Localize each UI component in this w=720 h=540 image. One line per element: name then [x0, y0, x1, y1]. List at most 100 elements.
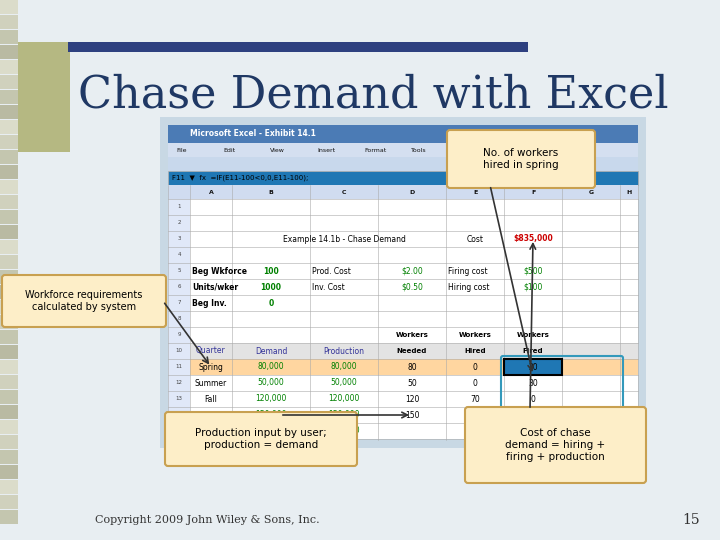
Text: F11  ▼  fx  =IF(E11-100<0,0,E11-100);: F11 ▼ fx =IF(E11-100<0,0,E11-100); [172, 175, 308, 181]
Text: No. of workers
hired in spring: No. of workers hired in spring [483, 148, 559, 170]
Bar [0, 165, 18, 179]
Bar [168, 343, 190, 359]
Text: Hiring cost: Hiring cost [448, 282, 490, 292]
Text: Units/wker: Units/wker [192, 282, 238, 292]
Bar [168, 199, 638, 439]
Bar [0, 375, 18, 389]
Text: 14: 14 [176, 413, 182, 417]
Text: Cost: Cost [467, 234, 484, 244]
Text: 11: 11 [176, 364, 182, 369]
Text: Winter: Winter [198, 410, 224, 420]
Text: 400,000: 400,000 [255, 427, 287, 435]
Bar [168, 295, 190, 311]
Bar [168, 423, 190, 439]
Bar [168, 199, 190, 215]
Bar [0, 225, 18, 239]
Text: Copyright 2009 John Wiley & Sons, Inc.: Copyright 2009 John Wiley & Sons, Inc. [95, 515, 320, 525]
Text: E: E [473, 190, 477, 194]
Bar [0, 300, 18, 314]
Bar [0, 270, 18, 284]
Bar [168, 143, 638, 157]
Bar [168, 171, 638, 185]
Bar [0, 255, 18, 269]
Text: Needed: Needed [397, 348, 427, 354]
Bar [0, 510, 18, 524]
Bar [190, 359, 638, 375]
Text: 0: 0 [269, 299, 274, 307]
Text: 50,000: 50,000 [330, 379, 357, 388]
Text: Example 14.1b - Chase Demand: Example 14.1b - Chase Demand [282, 234, 405, 244]
Text: 80: 80 [408, 362, 417, 372]
Text: 15: 15 [176, 429, 182, 434]
Bar [168, 231, 190, 247]
Text: Inv. Cost: Inv. Cost [312, 282, 345, 292]
Text: 4: 4 [177, 253, 181, 258]
Text: 100: 100 [468, 427, 482, 435]
Text: Chase Demand with Excel: Chase Demand with Excel [78, 73, 669, 117]
Text: 120,000: 120,000 [328, 395, 360, 403]
Text: $835,000: $835,000 [513, 234, 553, 244]
Text: Firing cost: Firing cost [448, 267, 487, 275]
Text: 10: 10 [176, 348, 182, 354]
Text: 9: 9 [177, 333, 181, 338]
Bar [0, 405, 18, 419]
Text: 30: 30 [470, 410, 480, 420]
Bar [0, 60, 18, 74]
Bar [168, 327, 190, 343]
Text: Fired: Fired [523, 348, 544, 354]
Text: 50,000: 50,000 [258, 379, 284, 388]
Bar [0, 240, 18, 254]
Text: $500: $500 [523, 267, 543, 275]
Text: Workforce requirements
calculated by system: Workforce requirements calculated by sys… [25, 290, 143, 312]
Text: 50: 50 [407, 379, 417, 388]
Text: 150,000: 150,000 [328, 410, 360, 420]
Text: 12: 12 [176, 381, 182, 386]
Text: Spring: Spring [199, 362, 223, 372]
Bar [0, 30, 18, 44]
Bar [168, 215, 190, 231]
Text: Workers: Workers [395, 332, 428, 338]
Text: 150,000: 150,000 [256, 410, 287, 420]
Bar [168, 185, 638, 199]
Text: 2: 2 [177, 220, 181, 226]
Text: 80,000: 80,000 [330, 362, 357, 372]
FancyBboxPatch shape [447, 130, 595, 188]
Text: Tools: Tools [411, 147, 427, 152]
Bar [0, 390, 18, 404]
Bar [168, 279, 190, 295]
Text: 80,000: 80,000 [258, 362, 284, 372]
Bar [168, 407, 190, 423]
Text: Production: Production [323, 347, 364, 355]
Text: Format: Format [364, 147, 386, 152]
Bar [0, 285, 18, 299]
Text: Prod. Cost: Prod. Cost [312, 267, 351, 275]
Text: Workers: Workers [459, 332, 492, 338]
Bar [168, 157, 638, 171]
Text: 1000: 1000 [261, 282, 282, 292]
Bar [0, 360, 18, 374]
Text: 70: 70 [470, 395, 480, 403]
Text: B: B [269, 190, 274, 194]
Bar [0, 495, 18, 509]
Bar [0, 435, 18, 449]
Bar [0, 180, 18, 194]
Text: 50: 50 [528, 427, 538, 435]
Text: Summer: Summer [195, 379, 227, 388]
Text: Window: Window [505, 147, 530, 152]
Text: 1: 1 [177, 205, 181, 210]
Bar [0, 15, 18, 29]
Text: Production input by user;
production = demand: Production input by user; production = d… [195, 428, 327, 450]
Bar [0, 480, 18, 494]
Bar [68, 42, 528, 52]
Bar [0, 75, 18, 89]
Bar [0, 315, 18, 329]
Bar [0, 150, 18, 164]
Bar [0, 195, 18, 209]
Bar [0, 345, 18, 359]
Bar [160, 117, 646, 448]
Text: Beg Wkforce: Beg Wkforce [192, 267, 247, 275]
Bar [0, 330, 18, 344]
Bar [504, 359, 562, 375]
Text: $100: $100 [523, 282, 543, 292]
FancyBboxPatch shape [465, 407, 646, 483]
